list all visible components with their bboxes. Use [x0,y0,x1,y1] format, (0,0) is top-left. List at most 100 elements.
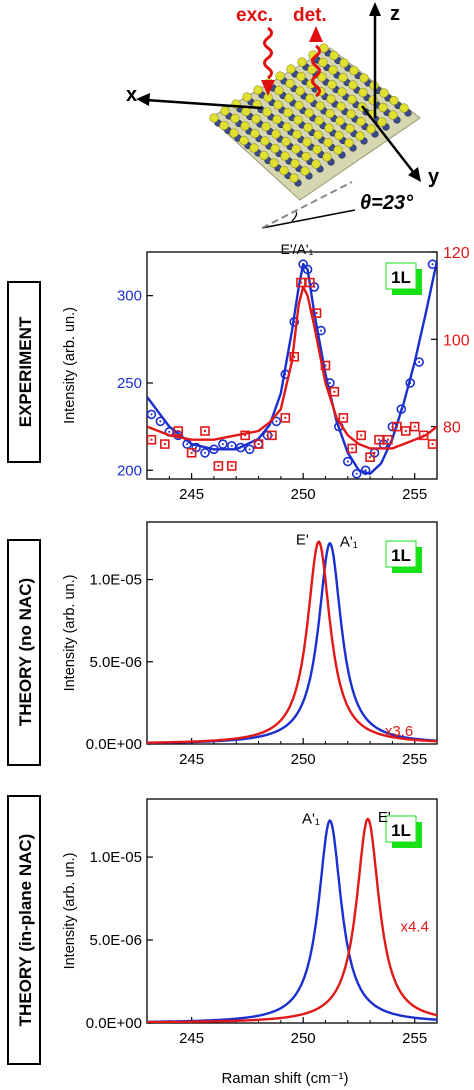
data-point-blue [351,468,362,479]
y-tick-label: 300 [117,288,142,305]
data-point-blue [396,404,407,414]
sulfur-atom [301,151,311,162]
sulfur-atom [282,122,292,132]
sulfur-atom [289,173,299,183]
data-point-blue [209,444,219,455]
chart-title: E'/A'₁ [281,241,314,257]
data-point-blue [342,456,353,467]
data-point-blue-dot [306,268,309,271]
theta-label: θ=23° [360,192,414,214]
sulfur-atom [322,152,332,162]
data-point-blue-dot [431,263,434,266]
data-point-blue-dot [168,430,171,433]
data-point-blue [218,439,228,449]
sulfur-atom [242,92,252,102]
peak-label: E' [378,809,391,826]
data-point-red [427,439,437,449]
axis-z-arrow [369,2,381,118]
data-point-red [289,351,300,362]
sulfur-atom [303,122,313,133]
data-point-red [392,421,402,432]
y-tick-label: 1.0E-05 [89,849,142,866]
data-point-blue-dot [212,448,215,451]
data-point-red-dot [315,312,318,315]
data-point-red-dot [299,281,302,284]
sulfur-atom [329,50,339,61]
sulfur-atom [286,64,296,74]
data-point-red-dot [177,429,180,432]
sulfur-atom [323,137,333,148]
series-line-red [147,540,437,744]
sulfur-atom [262,107,272,117]
sulfur-atom [346,109,356,119]
data-point-blue [289,317,300,327]
data-point-red-dot [333,390,336,393]
data-point-blue-dot [400,408,403,411]
fit-line-red [147,285,437,450]
sulfur-atom [349,65,359,76]
sulfur-atom [220,106,230,116]
sulfur-atom [388,110,398,120]
badge-box [385,815,417,843]
sulfur-atom [240,121,250,131]
sulfur-atom [300,166,310,176]
data-point-blue-dot [364,469,367,472]
side-label-theory-inplane-nac: THEORY (in-plane NAC) [7,795,41,1065]
data-point-red [253,439,264,449]
sulfur-atom [305,93,315,104]
chart-theory-inplane-nac: 245 250 255 0.0E+00 5.0E-06 1.0E-05 Intensity … [62,798,438,1047]
axis-x-label: x [126,84,137,106]
data-point-blue-dot [284,373,287,376]
excitation-wave-arrow [261,26,275,96]
data-point-red [296,277,306,288]
sulfur-atom [347,94,357,105]
sulfur-atom [358,87,368,98]
sulfur-atom [333,145,343,155]
x-tick-label: 250 [291,751,316,768]
peak-label: E' [296,532,309,549]
sulfur-atom [345,123,355,134]
data-point-blue-dot [159,420,162,423]
sulfur-atom [389,95,399,106]
data-point-red-dot [422,434,425,437]
excitation-label: exc. [236,5,273,26]
data-point-red-dot [360,434,363,437]
data-point-blue [427,259,437,270]
side-label-theory-no-nac-text: THEORY (no NAC) [16,578,35,726]
data-point-red-dot [150,438,153,441]
y-right-tick-label: 100 [443,332,470,349]
chart-experiment: 245 250 255 200 250 300 80 100 120 Intensity (arb… [62,241,470,503]
sulfur-atom [337,87,347,97]
data-point-red [320,360,331,371]
data-point-blue [244,444,255,455]
sulfur-atom [311,159,321,169]
peak-label: A'₁ [302,811,320,828]
data-point-red [186,448,197,458]
data-point-blue [147,409,157,420]
sulfur-atom [315,101,325,111]
badge-box [385,540,417,568]
detection-label: det. [293,5,327,26]
data-point-red-dot [431,443,434,446]
crystal-illustration: x z y exc. det. θ=23° [126,2,440,229]
sulfur-atom [296,71,306,82]
sulfur-atom [335,116,345,126]
sulfur-atom [269,158,279,168]
y-tick-label: 250 [117,375,142,392]
sulfur-atom [307,64,317,75]
sulfur-atom [318,57,328,68]
sulfur-atom [230,113,240,124]
data-point-blue-dot [320,329,322,332]
data-point-blue [302,264,313,275]
plot-frame [146,521,438,745]
data-point-red-dot [257,443,260,446]
sulfur-atom [253,85,263,95]
side-label-theory-no-nac: THEORY (no NAC) [7,539,41,766]
badge-box [385,262,417,290]
data-point-red-dot [204,429,206,432]
x-axis-label: Raman shift (cm⁻¹) [221,1070,348,1087]
x-tick-label: 255 [402,751,427,768]
data-point-red-dot [351,447,354,450]
data-point-red-dot [308,281,311,284]
sulfur-atom [359,73,369,83]
